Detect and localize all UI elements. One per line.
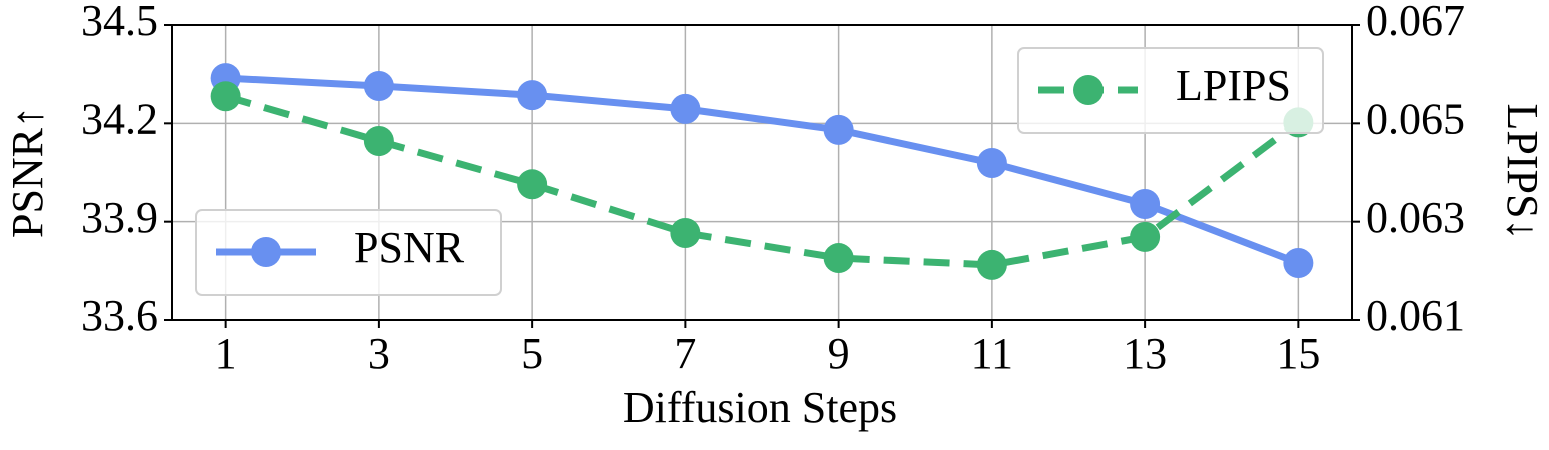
x-tick-label: 11 bbox=[971, 329, 1013, 378]
y2-tick-label: 0.067 bbox=[1366, 0, 1465, 45]
x-tick-label: 15 bbox=[1276, 329, 1320, 378]
point bbox=[976, 249, 1007, 280]
x-tick-label: 3 bbox=[368, 329, 390, 378]
x-tick-label: 13 bbox=[1123, 329, 1167, 378]
point bbox=[363, 126, 394, 157]
y-tick-label: 33.6 bbox=[81, 291, 158, 340]
point bbox=[210, 81, 241, 112]
legend-label: PSNR bbox=[354, 223, 465, 272]
point bbox=[517, 169, 548, 200]
y2-axis-label: LPIPS↓ bbox=[1498, 104, 1547, 241]
point bbox=[976, 147, 1007, 178]
point bbox=[1130, 188, 1161, 219]
x-tick-label: 7 bbox=[674, 329, 696, 378]
legend-box bbox=[1017, 47, 1324, 134]
y-tick-label: 34.5 bbox=[81, 0, 158, 45]
plot-frame bbox=[171, 24, 1353, 321]
point bbox=[823, 114, 854, 145]
x-tick-label: 5 bbox=[521, 329, 543, 378]
point bbox=[670, 93, 701, 124]
point bbox=[670, 217, 701, 248]
x-axis-label: Diffusion Steps bbox=[623, 383, 897, 432]
x-tick-label: 9 bbox=[828, 329, 850, 378]
y2-tick-label: 0.065 bbox=[1366, 94, 1465, 143]
point bbox=[517, 80, 548, 111]
y-tick-label: 33.9 bbox=[81, 193, 158, 242]
series-line bbox=[225, 74, 1300, 267]
legend-label: LPIPS bbox=[1176, 61, 1291, 110]
y-tick-label: 34.2 bbox=[81, 94, 158, 143]
legend-box bbox=[195, 209, 502, 296]
point bbox=[363, 70, 394, 101]
legend-marker bbox=[251, 237, 281, 267]
y-axis-label: PSNR↑ bbox=[3, 106, 52, 238]
x-tick-label: 1 bbox=[215, 329, 237, 378]
point bbox=[1130, 221, 1161, 252]
y2-tick-label: 0.061 bbox=[1366, 291, 1465, 340]
legend-marker bbox=[1073, 75, 1103, 105]
y2-tick-label: 0.063 bbox=[1366, 193, 1465, 242]
point bbox=[823, 243, 854, 274]
point bbox=[1283, 247, 1314, 278]
